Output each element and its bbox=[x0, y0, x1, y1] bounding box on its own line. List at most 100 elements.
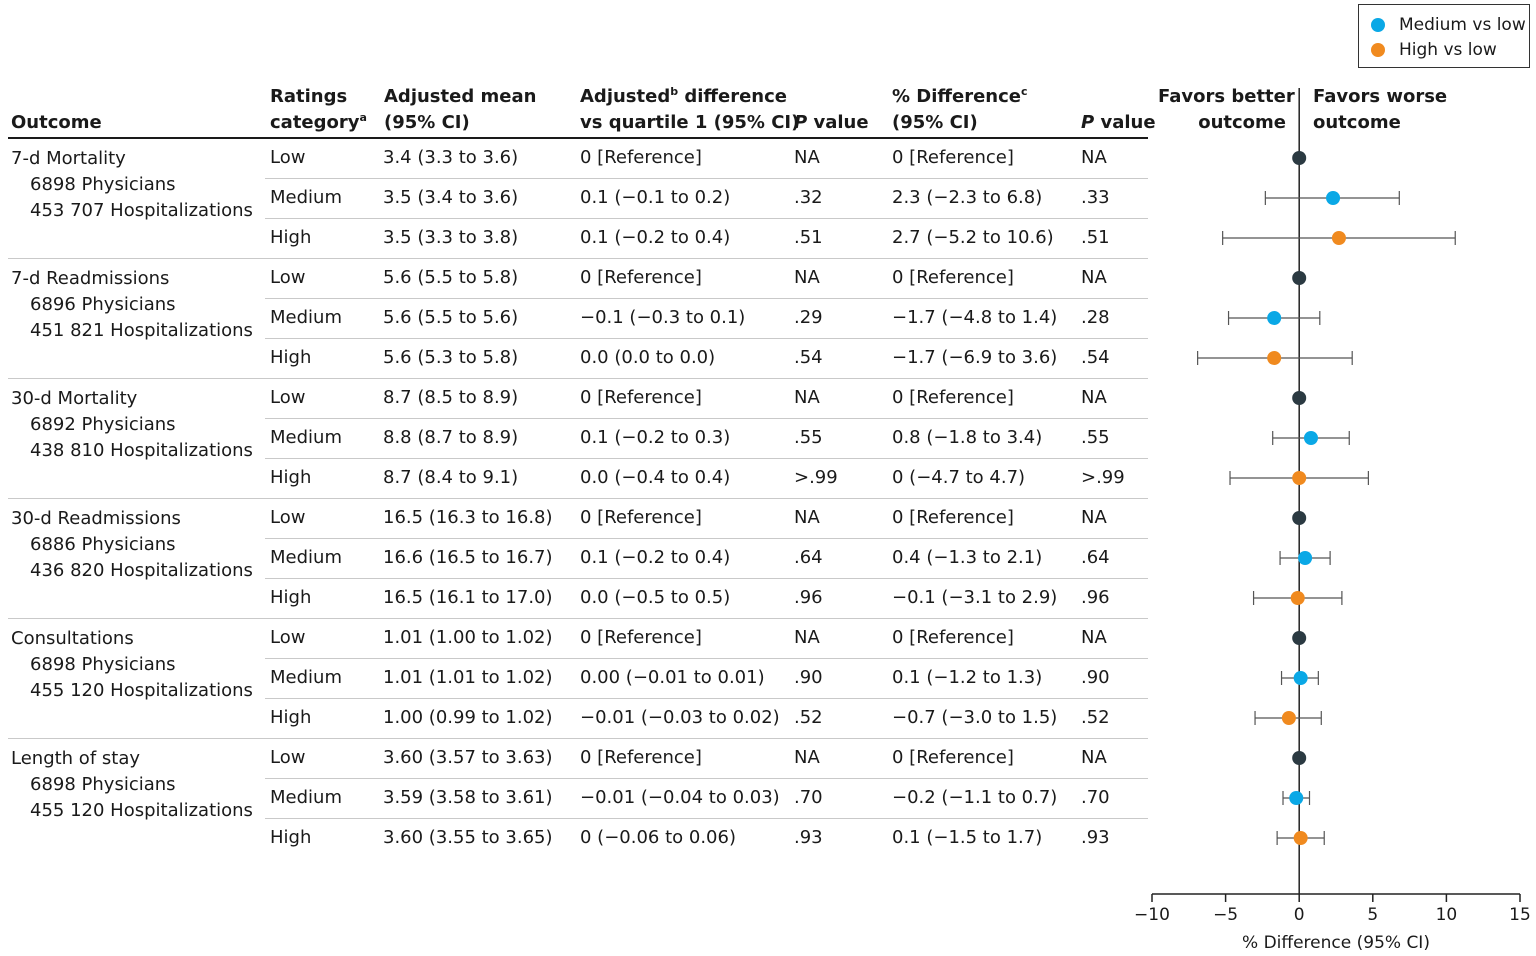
legend-marker-medium bbox=[1371, 18, 1385, 32]
row-separator bbox=[265, 218, 1148, 219]
outcome-name: 30-d Mortality bbox=[11, 388, 138, 409]
favors-worse-line2: outcome bbox=[1313, 112, 1401, 133]
group-separator bbox=[8, 378, 1148, 379]
table-cell-p1: .64 bbox=[794, 547, 823, 568]
table-cell-pct: 0 [Reference] bbox=[892, 267, 1014, 288]
table-cell-p1: NA bbox=[794, 147, 820, 168]
table-cell-diff: −0.01 (−0.04 to 0.03) bbox=[580, 787, 780, 808]
table-cell-p1: .29 bbox=[794, 307, 823, 328]
table-cell-mean: 8.7 (8.5 to 8.9) bbox=[383, 387, 519, 408]
table-cell-pct: 0.1 (−1.2 to 1.3) bbox=[892, 667, 1043, 688]
outcome-hospitalizations: 438 810 Hospitalizations bbox=[30, 440, 253, 461]
header-mean-line1: Adjusted mean bbox=[384, 86, 537, 107]
header-outcome: Outcome bbox=[11, 112, 102, 133]
table-cell-p2: .28 bbox=[1081, 307, 1110, 328]
table-cell-p2: .96 bbox=[1081, 587, 1110, 608]
point-estimate-high bbox=[1292, 471, 1307, 485]
table-cell-p1: .32 bbox=[794, 187, 823, 208]
point-estimate-medium bbox=[1293, 671, 1308, 685]
table-cell-diff: 0.1 (−0.2 to 0.3) bbox=[580, 427, 731, 448]
point-estimate-medium bbox=[1303, 431, 1318, 445]
table-cell-p2: .90 bbox=[1081, 667, 1110, 688]
table-cell-category: Medium bbox=[270, 667, 342, 688]
table-cell-pct: 0.1 (−1.5 to 1.7) bbox=[892, 827, 1043, 848]
table-cell-p1: .90 bbox=[794, 667, 823, 688]
outcome-name: 7-d Readmissions bbox=[11, 268, 170, 289]
table-cell-diff: 0.1 (−0.1 to 0.2) bbox=[580, 187, 731, 208]
point-estimate-high bbox=[1290, 591, 1305, 605]
table-cell-p1: .51 bbox=[794, 227, 823, 248]
table-cell-p2: NA bbox=[1081, 627, 1107, 648]
outcome-hospitalizations: 455 120 Hospitalizations bbox=[30, 680, 253, 701]
table-cell-p1: NA bbox=[794, 747, 820, 768]
table-cell-diff: 0.0 (−0.5 to 0.5) bbox=[580, 587, 731, 608]
table-cell-p1: .70 bbox=[794, 787, 823, 808]
table-cell-diff: 0 [Reference] bbox=[580, 627, 702, 648]
header-rule bbox=[8, 137, 1148, 139]
x-axis-label: % Difference (95% CI) bbox=[1242, 933, 1430, 953]
table-cell-category: Medium bbox=[270, 787, 342, 808]
row-separator bbox=[265, 458, 1148, 459]
table-cell-p1: .54 bbox=[794, 347, 823, 368]
row-separator bbox=[265, 698, 1148, 699]
table-cell-diff: 0.0 (0.0 to 0.0) bbox=[580, 347, 716, 368]
header-pct-line1: % Differencec bbox=[892, 85, 1028, 107]
table-cell-p2: NA bbox=[1081, 747, 1107, 768]
outcome-physicians: 6896 Physicians bbox=[30, 294, 176, 315]
row-separator bbox=[265, 658, 1148, 659]
table-cell-mean: 1.01 (1.00 to 1.02) bbox=[383, 627, 553, 648]
legend-item-high: High vs low bbox=[1371, 38, 1497, 62]
table-cell-p2: .54 bbox=[1081, 347, 1110, 368]
point-estimate-high bbox=[1293, 831, 1308, 845]
table-cell-p2: NA bbox=[1081, 267, 1107, 288]
table-cell-p1: .52 bbox=[794, 707, 823, 728]
table-cell-category: Low bbox=[270, 627, 306, 648]
point-estimate-low bbox=[1292, 751, 1307, 765]
table-cell-p2: NA bbox=[1081, 147, 1107, 168]
table-cell-diff: −0.01 (−0.03 to 0.02) bbox=[580, 707, 780, 728]
table-cell-p2: .33 bbox=[1081, 187, 1110, 208]
table-cell-pct: 2.7 (−5.2 to 10.6) bbox=[892, 227, 1054, 248]
legend-label-high: High vs low bbox=[1399, 40, 1497, 60]
table-cell-pct: −1.7 (−4.8 to 1.4) bbox=[892, 307, 1058, 328]
outcome-name: 7-d Mortality bbox=[11, 148, 126, 169]
table-cell-p1: .93 bbox=[794, 827, 823, 848]
table-cell-pct: 2.3 (−2.3 to 6.8) bbox=[892, 187, 1043, 208]
outcome-hospitalizations: 455 120 Hospitalizations bbox=[30, 800, 253, 821]
group-separator bbox=[8, 498, 1148, 499]
table-cell-p1: NA bbox=[794, 627, 820, 648]
table-cell-category: Low bbox=[270, 147, 306, 168]
outcome-hospitalizations: 451 821 Hospitalizations bbox=[30, 320, 253, 341]
table-cell-category: Medium bbox=[270, 547, 342, 568]
chart-legend: Medium vs low High vs low bbox=[1358, 4, 1530, 68]
table-cell-category: High bbox=[270, 347, 312, 368]
header-ratings-line1: Ratings bbox=[270, 86, 348, 107]
table-cell-diff: 0 [Reference] bbox=[580, 387, 702, 408]
header-pvalue-2: P value bbox=[1081, 112, 1156, 133]
header-pct-line2: (95% CI) bbox=[892, 112, 978, 133]
table-cell-diff: −0.1 (−0.3 to 0.1) bbox=[580, 307, 746, 328]
table-cell-p2: NA bbox=[1081, 387, 1107, 408]
header-diff-line2: vs quartile 1 (95% CI) bbox=[580, 112, 800, 133]
x-tick-label: −5 bbox=[1213, 905, 1238, 925]
header-mean-line2: (95% CI) bbox=[384, 112, 470, 133]
table-cell-mean: 5.6 (5.3 to 5.8) bbox=[383, 347, 519, 368]
table-cell-category: High bbox=[270, 227, 312, 248]
table-cell-diff: 0 [Reference] bbox=[580, 147, 702, 168]
outcome-name: 30-d Readmissions bbox=[11, 508, 181, 529]
table-cell-category: High bbox=[270, 467, 312, 488]
table-cell-category: Low bbox=[270, 507, 306, 528]
table-cell-category: Medium bbox=[270, 187, 342, 208]
table-cell-p2: .55 bbox=[1081, 427, 1110, 448]
table-cell-pct: 0 [Reference] bbox=[892, 747, 1014, 768]
point-estimate-high bbox=[1267, 351, 1282, 365]
point-estimate-low bbox=[1292, 631, 1307, 645]
outcome-physicians: 6898 Physicians bbox=[30, 774, 176, 795]
row-separator bbox=[265, 298, 1148, 299]
table-cell-p1: .55 bbox=[794, 427, 823, 448]
table-cell-mean: 5.6 (5.5 to 5.8) bbox=[383, 267, 519, 288]
outcome-physicians: 6886 Physicians bbox=[30, 534, 176, 555]
point-estimate-medium bbox=[1267, 311, 1282, 325]
table-cell-p2: .70 bbox=[1081, 787, 1110, 808]
